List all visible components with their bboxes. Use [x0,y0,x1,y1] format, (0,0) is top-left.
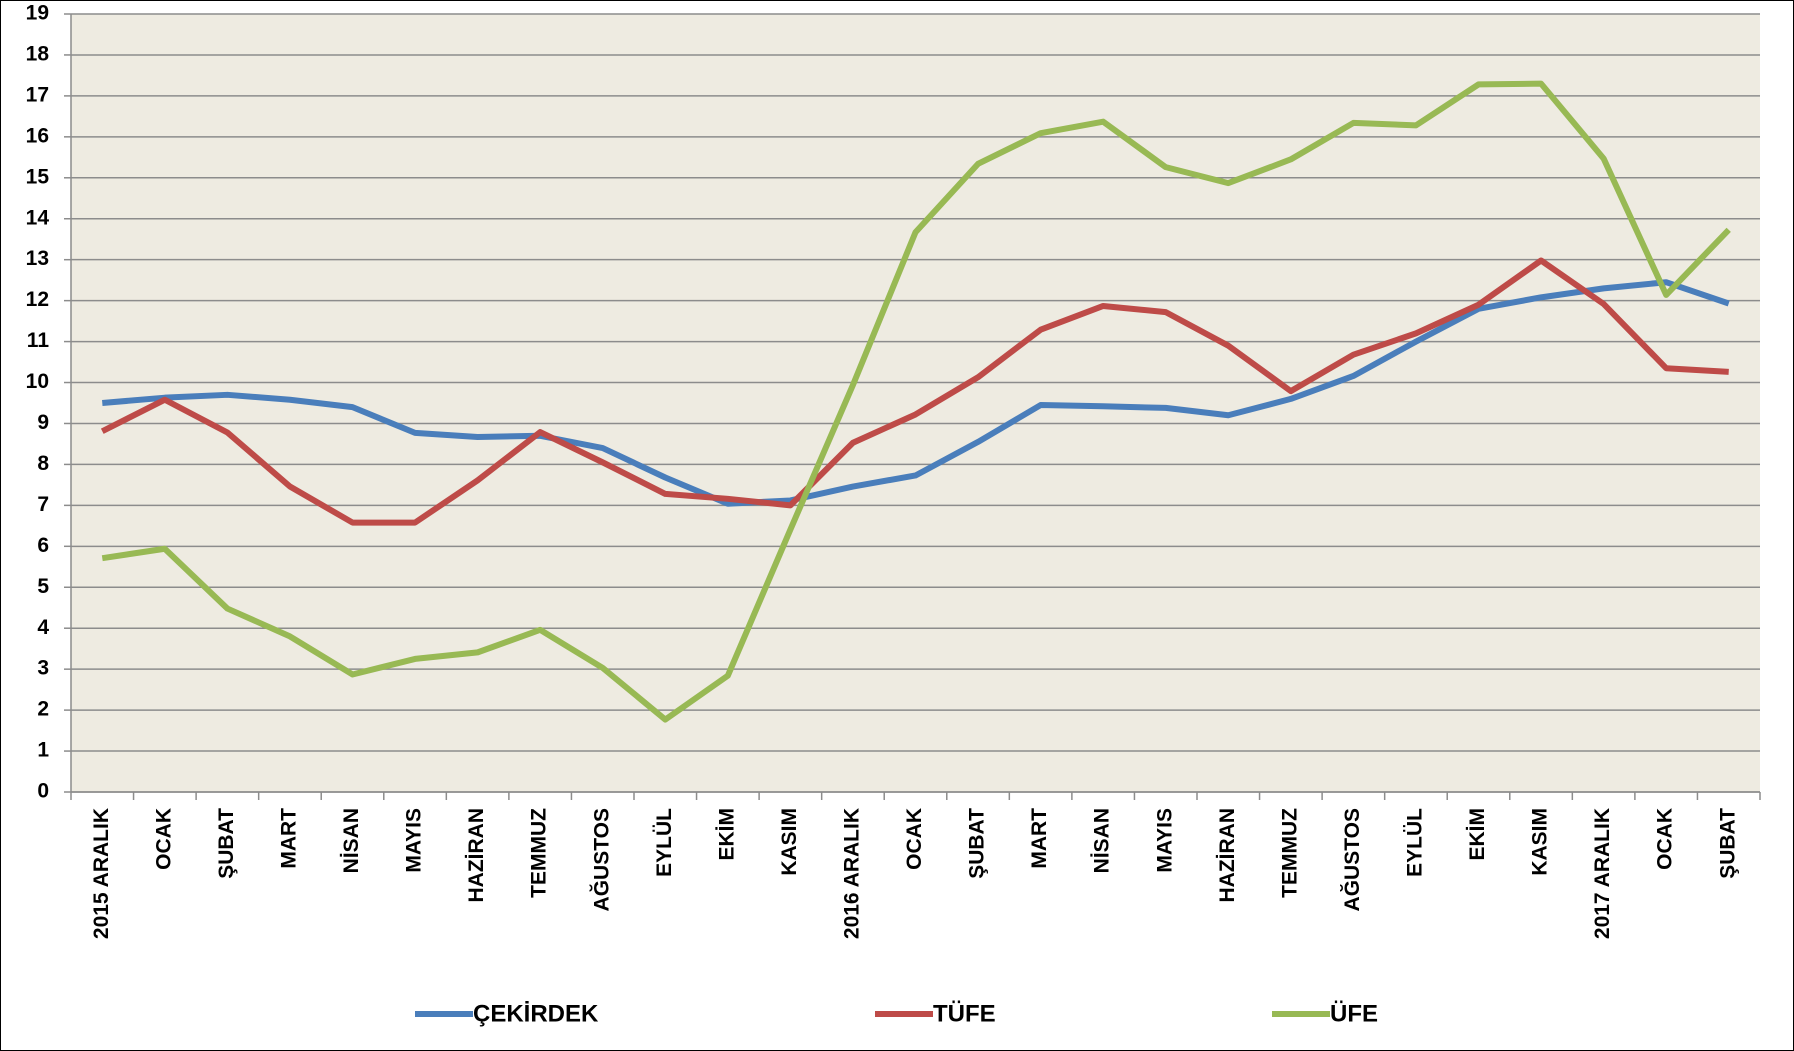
x-tick-label: NİSAN [1091,808,1114,873]
y-tick-label: 11 [27,329,50,352]
x-tick-label: AĞUSTOS [1340,808,1364,911]
legend-label: TÜFE [933,1000,996,1027]
x-tick-label: EKİM [715,808,738,861]
legend-label: ÜFE [1330,1000,1378,1027]
x-tick-label: ŞUBAT [966,808,989,879]
x-tick-label: MART [1028,808,1051,869]
y-tick-label: 19 [26,2,49,25]
y-tick-label: 16 [26,124,49,147]
y-tick-label: 5 [37,575,49,598]
x-tick-label: ŞUBAT [215,808,238,879]
x-tick-label: 2015 ARALIK [90,808,113,939]
x-tick-label: OCAK [1654,808,1677,870]
x-tick-label: MAYIS [403,808,426,873]
y-tick-label: 14 [26,206,50,229]
y-tick-label: 9 [37,411,49,434]
x-tick-label: EKİM [1466,808,1489,861]
x-tick-label: MAYIS [1153,808,1176,873]
y-tick-label: 8 [37,452,49,475]
x-tick-label: 2016 ARALIK [840,808,863,939]
x-tick-label: 2017 ARALIK [1591,808,1614,939]
y-tick-label: 13 [26,247,49,270]
x-tick-label: TEMMUZ [528,808,551,898]
x-tick-label: NİSAN [340,808,363,873]
y-tick-label: 12 [26,288,49,311]
y-tick-label: 7 [37,493,49,516]
x-tick-label: EYLÜL [653,808,676,877]
x-tick-label: MART [277,808,300,869]
y-tick-label: 3 [37,657,49,680]
y-tick-label: 6 [37,534,49,557]
y-tick-label: 18 [26,42,50,65]
y-tick-label: 10 [26,370,49,393]
x-tick-label: OCAK [152,808,175,870]
x-tick-label: ŞUBAT [1716,808,1739,879]
x-tick-label: KASIM [778,808,801,876]
series-line [101,80,1731,723]
y-tick-label: 4 [37,616,49,639]
x-tick-label: TEMMUZ [1278,808,1301,898]
x-tick-label: HAZİRAN [1216,808,1239,903]
x-tick-label: HAZİRAN [465,808,488,903]
y-tick-label: 1 [37,739,49,762]
x-tick-label: KASIM [1529,808,1552,876]
y-tick-label: 2 [37,698,49,721]
y-tick-label: 15 [26,165,50,188]
x-tick-label: OCAK [903,808,926,870]
series-line [102,279,1730,507]
legend-label: ÇEKİRDEK [473,1000,599,1027]
x-tick-label: EYLÜL [1403,808,1426,877]
series-line [100,257,1729,526]
y-tick-label: 17 [26,83,49,106]
y-tick-label: 0 [37,780,49,803]
plot-area [71,14,1760,792]
x-tick-label: AĞUSTOS [589,808,613,911]
